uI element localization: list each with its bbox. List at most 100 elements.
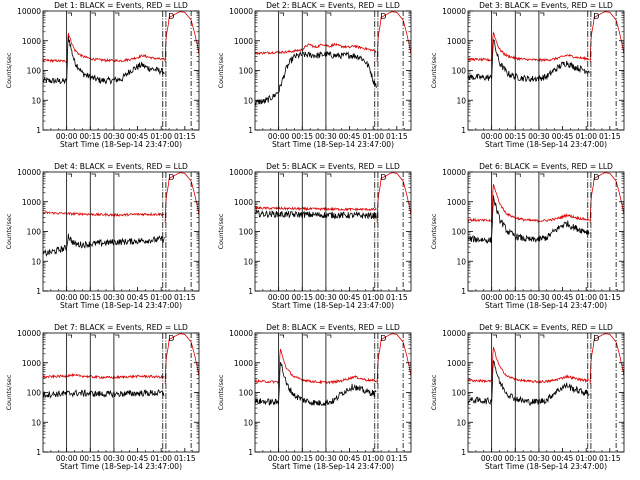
- x-tick-label: 00:45: [552, 454, 574, 463]
- x-axis-label: Start Time (18-Sep-14 23:47:00): [60, 301, 182, 310]
- plot-area: [468, 172, 624, 244]
- flag-marker: [279, 334, 284, 338]
- y-tick-label: 1: [248, 287, 253, 296]
- panel-title: Det 4: BLACK = Events, RED = LLD: [54, 162, 188, 171]
- events-line: [468, 39, 590, 83]
- y-axis-label: Counts/sec: [5, 52, 13, 88]
- flag-marker: [516, 12, 521, 16]
- x-tick-label: 01:00: [150, 293, 172, 302]
- lld-saa-line: [376, 172, 411, 223]
- panel-title: Det 9: BLACK = Events, RED = LLD: [479, 323, 613, 332]
- x-tick-label: 01:15: [386, 454, 408, 463]
- x-tick-label: 00:00: [481, 293, 503, 302]
- y-tick-label: 10: [31, 257, 41, 266]
- y-tick-label: 100: [452, 67, 467, 76]
- flag-marker: [279, 173, 284, 177]
- y-tick-label: 1: [36, 287, 41, 296]
- y-tick-label: 10: [31, 418, 41, 427]
- plot-area: [255, 11, 411, 106]
- flag-marker: [326, 173, 332, 177]
- x-tick-label: 00:45: [339, 293, 361, 302]
- x-tick-label: 00:15: [79, 454, 101, 463]
- lld-line: [468, 31, 590, 63]
- flag-marker: [492, 12, 497, 16]
- panel-title: Det 1: BLACK = Events, RED = LLD: [54, 1, 188, 10]
- x-tick-label: 01:00: [575, 293, 597, 302]
- x-tick-label: 00:15: [504, 293, 526, 302]
- lld-saa-line: [164, 333, 199, 384]
- x-tick-label: 00:45: [339, 132, 361, 141]
- lld-line: [43, 372, 165, 380]
- y-tick-label: 1: [248, 126, 253, 135]
- x-axis-label: Start Time (18-Sep-14 23:47:00): [60, 462, 182, 471]
- x-tick-label: 00:00: [268, 293, 290, 302]
- panel-title: Det 8: BLACK = Events, RED = LLD: [266, 323, 400, 332]
- marker-d-label: D: [593, 12, 599, 21]
- x-tick-label: 00:30: [103, 454, 125, 463]
- x-tick-label: 00:00: [56, 454, 78, 463]
- flag-marker: [303, 12, 308, 16]
- x-tick-label: 00:30: [528, 454, 550, 463]
- x-tick-label: 00:45: [127, 132, 149, 141]
- x-axis-label: Start Time (18-Sep-14 23:47:00): [485, 301, 607, 310]
- lld-saa-line: [376, 11, 411, 62]
- lld-line: [43, 211, 165, 218]
- y-tick-label: 100: [27, 67, 42, 76]
- y-tick-label: 100: [239, 228, 254, 237]
- x-tick-label: 00:00: [268, 132, 290, 141]
- y-tick-label: 10000: [229, 7, 253, 16]
- flag-marker: [91, 12, 96, 16]
- y-tick-label: 1000: [234, 198, 253, 207]
- marker-d-label: D: [380, 334, 386, 343]
- x-tick-label: 00:30: [103, 293, 125, 302]
- y-tick-label: 10000: [17, 168, 41, 177]
- flag-marker: [67, 173, 72, 177]
- plot-area: [468, 11, 624, 83]
- x-tick-label: 00:15: [291, 132, 313, 141]
- y-tick-label: 1000: [447, 359, 466, 368]
- x-tick-label: 01:15: [174, 132, 196, 141]
- y-tick-label: 1: [461, 126, 466, 135]
- y-tick-label: 10: [243, 257, 253, 266]
- y-tick-label: 1000: [22, 198, 41, 207]
- x-tick-label: 01:00: [575, 132, 597, 141]
- x-tick-label: 01:15: [599, 454, 621, 463]
- events-line: [43, 233, 165, 257]
- marker-d-label: D: [593, 173, 599, 182]
- flag-marker: [516, 173, 521, 177]
- lld-saa-line: [164, 172, 199, 223]
- lld-line: [255, 42, 377, 56]
- events-line: [468, 360, 590, 406]
- y-tick-label: 1000: [234, 37, 253, 46]
- y-tick-label: 1000: [447, 37, 466, 46]
- y-tick-label: 10: [456, 96, 466, 105]
- y-tick-label: 10: [243, 96, 253, 105]
- y-tick-label: 100: [239, 389, 254, 398]
- flag-marker: [114, 173, 120, 177]
- y-tick-label: 10000: [17, 329, 41, 338]
- flag-marker: [326, 334, 332, 338]
- x-tick-label: 00:30: [315, 132, 337, 141]
- lld-saa-line: [164, 11, 199, 62]
- x-axis-label: Start Time (18-Sep-14 23:47:00): [272, 462, 394, 471]
- lld-line: [468, 346, 590, 384]
- marker-d-label: D: [380, 173, 386, 182]
- y-axis-label: Counts/sec: [5, 213, 13, 249]
- y-tick-label: 10000: [229, 168, 253, 177]
- plot-area: [255, 172, 411, 223]
- x-tick-label: 01:00: [362, 293, 384, 302]
- flag-marker: [114, 12, 120, 16]
- y-tick-label: 100: [452, 228, 467, 237]
- detector-panel: Det 7: BLACK = Events, RED = LLD D 1 10 100 1…: [5, 323, 200, 471]
- marker-d-label: D: [380, 12, 386, 21]
- x-tick-label: 00:15: [504, 454, 526, 463]
- detector-panel: Det 8: BLACK = Events, RED = LLD D 1 10 100 1…: [217, 323, 412, 471]
- x-axis-label: Start Time (18-Sep-14 23:47:00): [272, 140, 394, 149]
- x-tick-label: 00:30: [315, 454, 337, 463]
- plot-area: [255, 333, 411, 406]
- flag-marker: [303, 334, 308, 338]
- x-tick-label: 00:00: [481, 132, 503, 141]
- x-axis-label: Start Time (18-Sep-14 23:47:00): [272, 301, 394, 310]
- y-tick-label: 10000: [17, 7, 41, 16]
- x-tick-label: 00:30: [528, 132, 550, 141]
